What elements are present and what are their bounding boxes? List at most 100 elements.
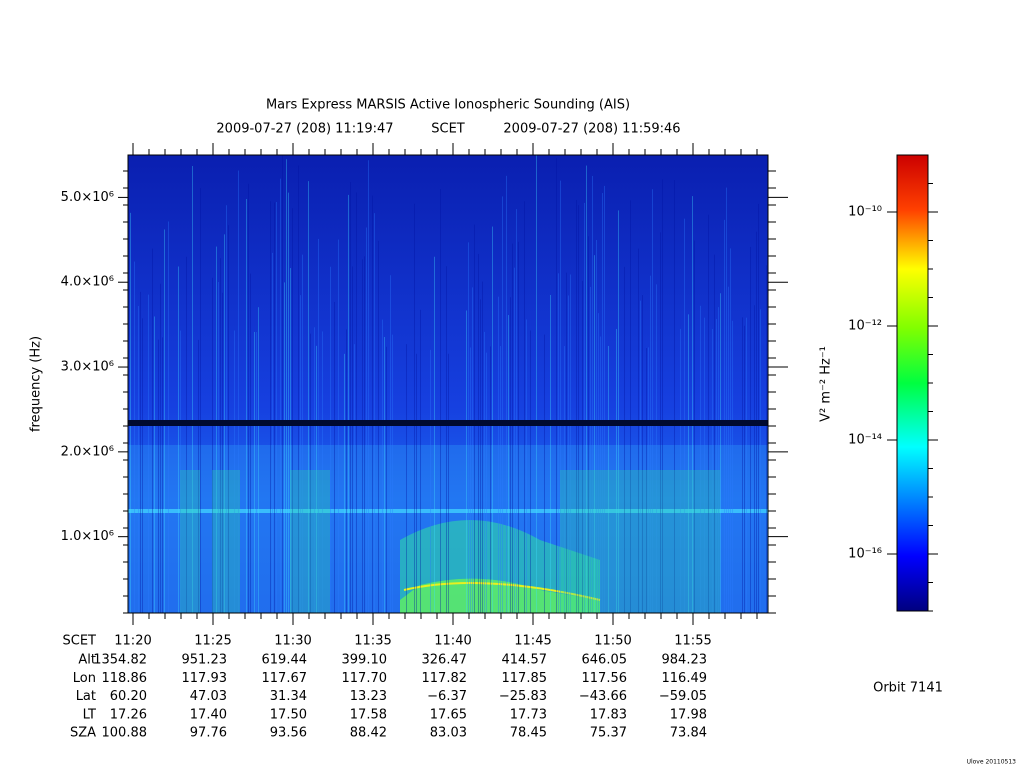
x-tick-label: 11:25 [194, 634, 231, 649]
spectrogram-stripe [512, 243, 513, 613]
ephemeris-value: 117.56 [582, 671, 628, 686]
ephemeris-value: 47.03 [190, 689, 227, 704]
spectrogram-stripe [502, 196, 503, 613]
spectrogram-stripe [560, 180, 561, 614]
spectrogram-stripe [250, 273, 251, 613]
y-tick-label: 3.0×10⁶ [61, 360, 114, 375]
spectrogram-stripe [602, 193, 603, 613]
spectrogram-stripe [596, 239, 597, 613]
spectrogram-stripe [692, 196, 693, 614]
spectrogram-stripe [544, 334, 545, 613]
spectrogram-patch [560, 470, 720, 613]
spectrogram-stripe [730, 248, 731, 614]
ephemeris-value: −43.66 [579, 689, 627, 704]
spectrogram-stripe [510, 297, 511, 613]
spectrogram-stripe [448, 353, 449, 613]
spectrogram-stripe [616, 328, 617, 613]
spectrogram-stripe [446, 266, 447, 613]
ephemeris-value: 17.40 [190, 707, 227, 722]
spectrogram-stripe [490, 346, 491, 613]
y-tick-label: 5.0×10⁶ [61, 190, 114, 205]
spectrogram-stripe [420, 309, 421, 613]
spectrogram-stripe [272, 252, 273, 613]
spectrogram-stripe [290, 268, 291, 613]
spectrogram-stripe [348, 194, 349, 613]
spectrogram-stripe [536, 155, 537, 613]
spectrogram-stripe [556, 158, 557, 614]
spectrogram-stripe [674, 180, 675, 614]
ephemeris-value: 117.85 [502, 671, 548, 686]
spectrogram-stripe [484, 331, 485, 613]
spectrogram-stripe [158, 339, 159, 613]
ephemeris-value: 118.86 [102, 671, 148, 686]
spectrogram-stripe [618, 210, 619, 614]
spectrogram-stripe [286, 159, 287, 613]
spectrogram-stripe [470, 347, 471, 613]
spectrogram-stripe [218, 282, 219, 613]
spectrogram-stripe [608, 345, 609, 613]
spectrogram-stripe [330, 266, 331, 613]
spectrogram-stripe [288, 192, 289, 613]
spectrogram-stripe [714, 254, 715, 614]
ephemeris-value: 117.67 [262, 671, 308, 686]
spectrogram-stripe [732, 320, 733, 613]
y-tick-label: 4.0×10⁶ [61, 275, 114, 290]
spectrogram-stripe [322, 331, 323, 613]
spectrogram-stripe [246, 199, 247, 613]
ephemeris-value: −6.37 [427, 689, 467, 704]
spectrogram-stripe [760, 309, 761, 613]
ephemeris-value: 414.57 [502, 653, 548, 668]
ephemeris-value: 78.45 [510, 726, 547, 741]
ephemeris-value: 619.44 [262, 653, 308, 668]
ephemeris-row-label: Lat [76, 689, 96, 704]
x-tick-label: 11:55 [674, 634, 711, 649]
y-axis-label: frequency (Hz) [29, 336, 44, 432]
spectrogram-trace [400, 578, 600, 613]
spectrogram [128, 155, 768, 614]
spectrogram-stripe [518, 241, 519, 613]
ephemeris-value: 1354.82 [93, 653, 147, 668]
spectrogram-stripe [758, 203, 759, 613]
spectrogram-stripe [724, 219, 725, 614]
spectrogram-stripe [160, 283, 161, 613]
spectrogram-stripe [750, 246, 751, 613]
spectrogram-stripe [498, 296, 499, 613]
spectrogram-stripe [482, 281, 483, 613]
spectrogram-stripe [472, 287, 473, 613]
spectrogram-band [128, 420, 768, 426]
time-system: SCET [431, 122, 465, 137]
x-tick-label: 11:20 [114, 634, 151, 649]
spectrogram-stripe [584, 202, 585, 614]
spectrogram-stripe [624, 266, 625, 613]
spectrogram-stripe [704, 317, 705, 613]
spectrogram-stripe [162, 337, 163, 613]
spectrogram-stripe [292, 208, 293, 613]
spectrogram-stripe [346, 329, 347, 613]
spectrogram-stripe [474, 224, 475, 613]
spectrogram-stripe [508, 315, 509, 613]
spectrogram-stripe [434, 256, 435, 613]
ephemeris-value: 17.50 [270, 707, 307, 722]
ephemeris-value: 17.73 [510, 707, 547, 722]
spectrogram-stripe [212, 277, 213, 613]
spectrogram-stripe [570, 274, 571, 613]
ephemeris-value: 88.42 [350, 726, 387, 741]
ephemeris-row-label: Lon [73, 671, 96, 686]
spectrogram-stripe [652, 189, 653, 613]
spectrogram-stripe [416, 353, 417, 613]
spectrogram-stripe [390, 275, 391, 613]
spectrogram-stripe [248, 183, 249, 613]
spectrogram-stripe [478, 253, 479, 613]
spectrogram-stripe [566, 272, 567, 613]
ephemeris-value: 17.98 [670, 707, 707, 722]
spectrogram-stripe [708, 214, 709, 613]
spectrogram-stripe [414, 203, 415, 613]
spectrogram-stripe [392, 334, 393, 613]
ephemeris-value: −25.83 [499, 689, 547, 704]
ephemeris-value: 117.82 [422, 671, 468, 686]
spectrogram-stripe [316, 345, 317, 613]
spectrogram-stripe [310, 333, 311, 613]
ephemeris-value: 116.49 [662, 671, 708, 686]
colorbar-tick-label: 10⁻¹⁴ [848, 433, 882, 448]
